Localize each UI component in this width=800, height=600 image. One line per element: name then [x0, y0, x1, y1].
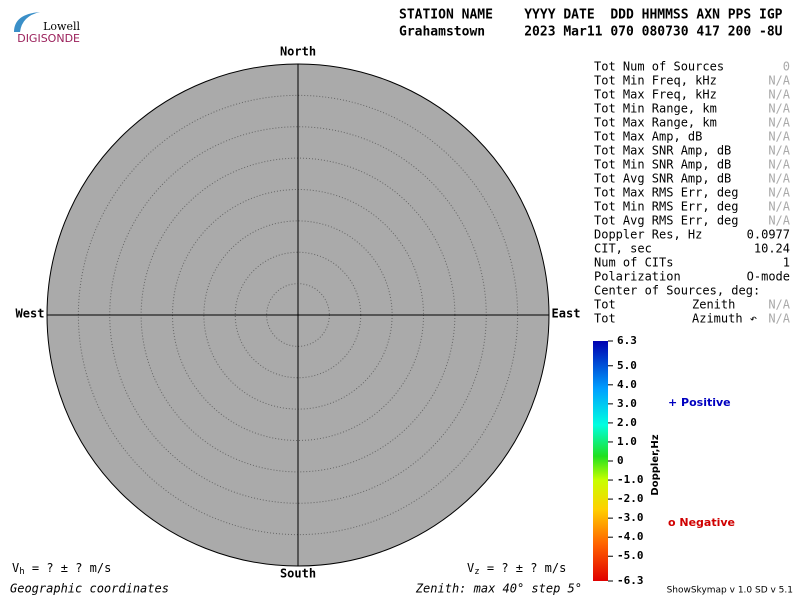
logo-bottom: DIGISONDE [17, 32, 80, 45]
stat-label: Tot Avg RMS Err, deg [594, 214, 739, 228]
zenith-info: Zenith: max 40° step 5° [415, 582, 582, 596]
stat-label: Center of Sources, deg: [594, 284, 760, 298]
colorbar-tick-label: 4.0 [617, 378, 637, 391]
legend-negative: o Negative [668, 516, 735, 529]
logo-swoosh [14, 12, 40, 32]
stat-value: N/A [768, 172, 790, 186]
stat-value: N/A [768, 144, 790, 158]
stat-label: Tot Avg SNR Amp, dB [594, 172, 731, 186]
logo-top: Lowell [43, 20, 80, 33]
stat-label: Polarization [594, 270, 681, 284]
colorbar-tick-label: 0 [617, 454, 624, 467]
colorbar-label: Doppler,Hz [650, 434, 661, 495]
stat-label: CIT, sec [594, 242, 652, 256]
colorbar-tick-label: -2.0 [617, 492, 644, 505]
colorbar-tick-label: 2.0 [617, 416, 637, 429]
coords: Geographic coordinates [10, 582, 169, 596]
colorbar-tick-label: 6.3 [617, 334, 637, 347]
compass: West [16, 307, 45, 321]
stat-label: Tot Min Freq, kHz [594, 74, 717, 88]
header-line: Grahamstown 2023 Mar11 070 080730 417 20… [399, 25, 783, 40]
stat-label: Doppler Res, Hz [594, 228, 702, 242]
velocity-h: Vh = ? ± ? m/s [12, 561, 111, 577]
stat-value: N/A [768, 214, 790, 228]
stat-label: Tot Max RMS Err, deg [594, 186, 739, 200]
colorbar [593, 341, 608, 581]
stat-label: Tot Max Freq, kHz [594, 88, 717, 102]
stat-value: 1 [783, 256, 790, 270]
stat-label: Tot Num of Sources [594, 60, 724, 74]
colorbar-tick-label: -5.0 [617, 549, 644, 562]
stat-label: Tot Max SNR Amp, dB [594, 144, 731, 158]
stat-label: Tot Min Range, km [594, 102, 717, 116]
colorbar-tick-label: 1.0 [617, 435, 637, 448]
stat-value: N/A [768, 88, 790, 102]
stat-label: Tot Min SNR Amp, dB [594, 158, 731, 172]
stat-value: 0 [783, 60, 790, 74]
colorbar-tick-label: 3.0 [617, 397, 637, 410]
stat-value: N/A [768, 158, 790, 172]
version: ShowSkymap v 1.0 SD v 5.1 [667, 586, 793, 596]
colorbar-tick-label: -6.3 [617, 574, 644, 587]
stat-value: N/A [768, 200, 790, 214]
stat-label: Tot Max Range, km [594, 116, 717, 130]
stat-value: N/A [768, 312, 790, 326]
colorbar-tick-label: 5.0 [617, 359, 637, 372]
compass: North [280, 45, 316, 59]
stat-sublabel: Azimuth ↶ [692, 312, 757, 326]
colorbar-tick-label: -3.0 [617, 511, 644, 524]
stat-label: Tot [594, 312, 616, 326]
stat-value: N/A [768, 186, 790, 200]
legend-positive: + Positive [668, 396, 731, 409]
stat-value: N/A [768, 130, 790, 144]
stat-value: N/A [768, 298, 790, 312]
colorbar-tick-label: -1.0 [617, 473, 644, 486]
stat-label: Num of CITs [594, 256, 673, 270]
compass: East [552, 307, 581, 321]
stat-label: Tot Max Amp, dB [594, 130, 702, 144]
stat-value: 10.24 [754, 242, 790, 256]
stat-value: N/A [768, 74, 790, 88]
stat-value: N/A [768, 102, 790, 116]
stat-label: Tot [594, 298, 616, 312]
stat-sublabel: Zenith [692, 298, 735, 312]
velocity-z: Vz = ? ± ? m/s [467, 561, 566, 577]
compass: South [280, 567, 316, 581]
stat-value: N/A [768, 116, 790, 130]
stat-label: Tot Min RMS Err, deg [594, 200, 739, 214]
header-line: STATION NAME YYYY DATE DDD HHMMSS AXN PP… [399, 8, 783, 23]
stat-value: O-mode [747, 270, 790, 284]
colorbar-tick-label: -4.0 [617, 530, 644, 543]
stat-value: 0.0977 [747, 228, 790, 242]
